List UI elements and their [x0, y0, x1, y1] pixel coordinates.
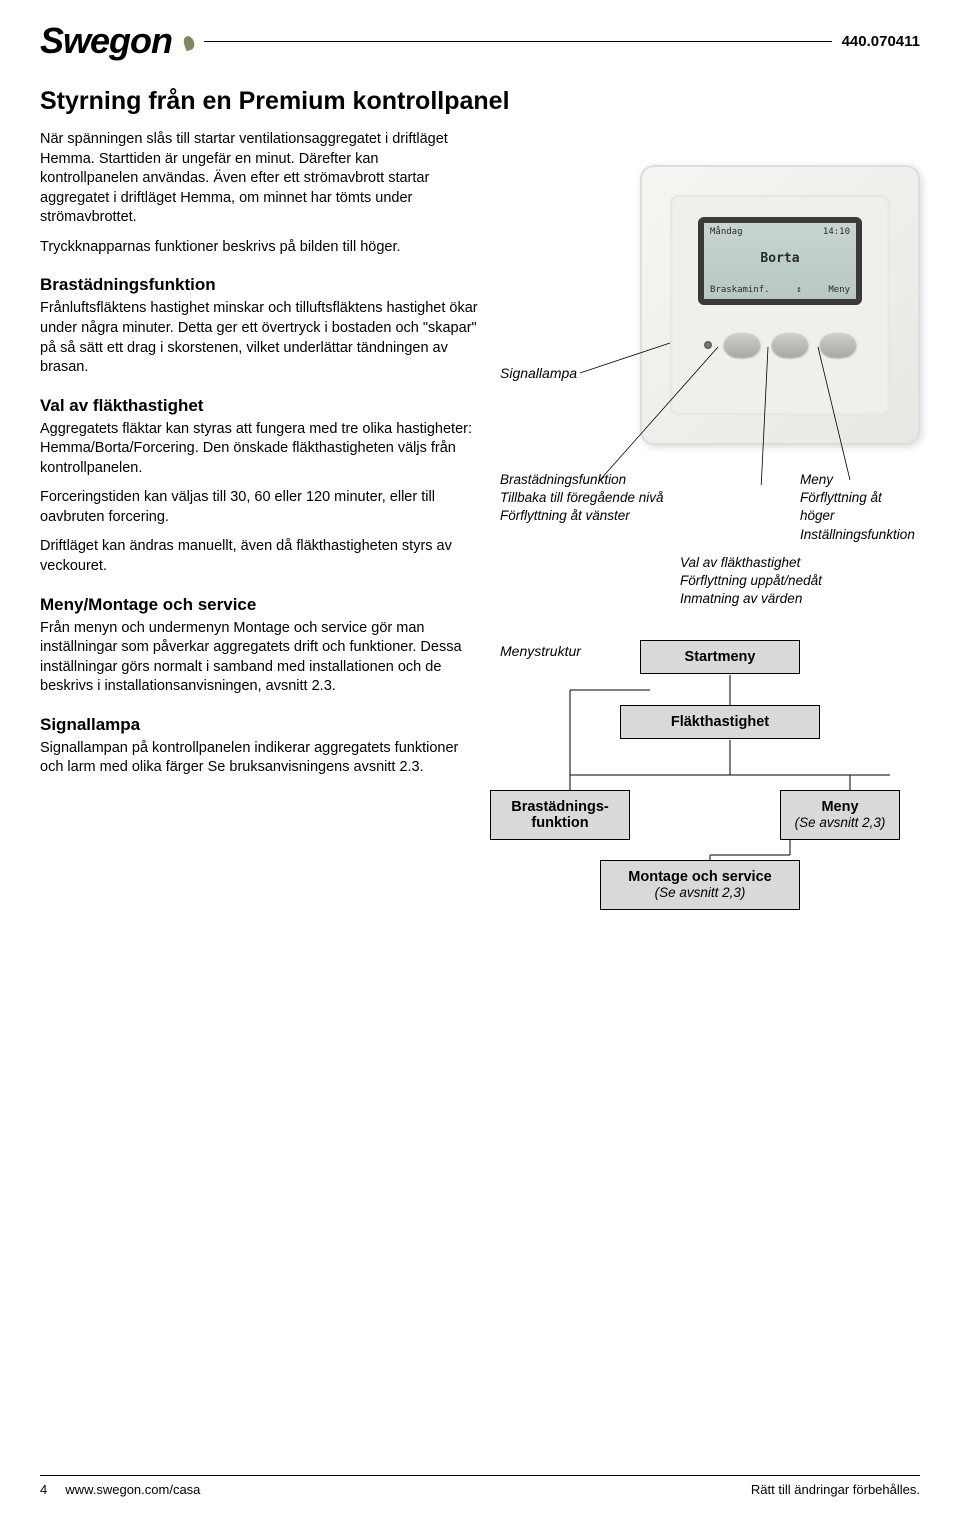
- section-heading-flakt: Val av fläkthastighet: [40, 396, 480, 416]
- callout-right-3: Inställningsfunktion: [800, 526, 920, 544]
- section-para-brastand: Frånluftsfläktens hastighet minskar och …: [40, 299, 480, 377]
- flow-box-montage: Montage och service (Se avsnitt 2,3): [600, 860, 800, 910]
- callout-right-2: Förflyttning åt höger: [800, 489, 920, 525]
- signal-lamp-label: Signallampa: [500, 365, 577, 381]
- footer-url: www.swegon.com/casa: [65, 1482, 200, 1497]
- control-panel-device: Måndag 14:10 Borta Braskaminf. ↕ Meny: [640, 165, 920, 445]
- screen-time: 14:10: [823, 227, 850, 237]
- section-para-flakt-2: Forceringstiden kan väljas till 30, 60 e…: [40, 488, 480, 527]
- callout-mid: Val av fläkthastighet Förflyttning uppåt…: [680, 554, 920, 609]
- page-title: Styrning från en Premium kontrollpanel: [40, 87, 920, 116]
- intro-para-2: Tryckknapparnas funktioner beskrivs på b…: [40, 238, 480, 258]
- section-para-signal: Signallampan på kontrollpanelen indikera…: [40, 739, 480, 778]
- flow-box-startmeny: Startmeny: [640, 640, 800, 674]
- page-number: 4: [40, 1482, 47, 1497]
- flow-box-brastandning: Brastädnings- funktion: [490, 790, 630, 840]
- menystruktur-label: Menystruktur: [500, 643, 581, 659]
- callout-left-3: Förflyttning åt vänster: [500, 507, 710, 525]
- section-heading-brastand: Brastädningsfunktion: [40, 275, 480, 295]
- callout-row: Brastädningsfunktion Tillbaka till föreg…: [500, 471, 920, 544]
- flow-box-flakthastighet: Fläkthastighet: [620, 705, 820, 739]
- callout-mid-1: Val av fläkthastighet: [680, 554, 920, 572]
- device-screen: Måndag 14:10 Borta Braskaminf. ↕ Meny: [698, 217, 862, 305]
- header-rule: [204, 41, 832, 42]
- callout-left-1: Brastädningsfunktion: [500, 471, 710, 489]
- flow-box-meny: Meny (Se avsnitt 2,3): [780, 790, 900, 840]
- section-heading-meny: Meny/Montage och service: [40, 595, 480, 615]
- signal-led: [704, 341, 712, 349]
- callout-left-2: Tillbaka till föregående nivå: [500, 489, 710, 507]
- device-illustration: Signallampa Måndag 14:10 Borta Braskamin…: [500, 165, 920, 465]
- left-column: När spänningen slås till startar ventila…: [40, 130, 480, 915]
- page-header: Swegon 440.070411: [40, 20, 920, 62]
- screen-day: Måndag: [710, 227, 743, 237]
- device-button-mid: [772, 333, 808, 357]
- footer-note: Rätt till ändringar förbehålles.: [751, 1482, 920, 1497]
- logo-text: Swegon: [40, 20, 172, 62]
- callout-right-1: Meny: [800, 471, 920, 489]
- leaf-icon: [182, 35, 196, 52]
- right-column: Signallampa Måndag 14:10 Borta Braskamin…: [500, 130, 920, 915]
- screen-bottom-mid: ↕: [796, 285, 801, 295]
- section-para-flakt-3: Driftläget kan ändras manuellt, även då …: [40, 537, 480, 576]
- screen-mode: Borta: [710, 251, 850, 266]
- device-button-right: [820, 333, 856, 357]
- section-para-meny: Från menyn och undermenyn Montage och se…: [40, 619, 480, 697]
- screen-bottom-right: Meny: [828, 285, 850, 295]
- section-heading-signal: Signallampa: [40, 715, 480, 735]
- device-button-left: [724, 333, 760, 357]
- callout-mid-2: Förflyttning uppåt/nedåt: [680, 572, 920, 590]
- intro-para-1: När spänningen slås till startar ventila…: [40, 130, 480, 228]
- screen-bottom-left: Braskaminf.: [710, 285, 770, 295]
- device-button-row: [698, 327, 862, 363]
- page-footer: 4 www.swegon.com/casa Rätt till ändringa…: [40, 1475, 920, 1497]
- menu-structure-diagram: Menystruktur Startmeny Fläkthastighet: [500, 635, 920, 915]
- section-para-flakt-1: Aggregatets fläktar kan styras att funge…: [40, 420, 480, 479]
- document-number: 440.070411: [842, 33, 920, 50]
- callout-mid-3: Inmatning av värden: [680, 590, 920, 608]
